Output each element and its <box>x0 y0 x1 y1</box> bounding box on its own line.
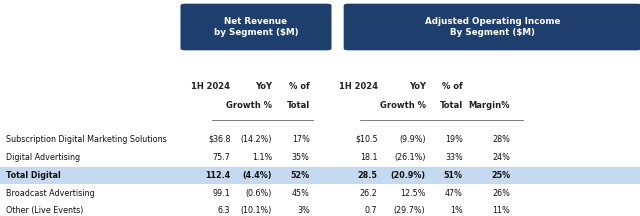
Text: 18.1: 18.1 <box>360 153 378 162</box>
Text: Other (Live Events): Other (Live Events) <box>6 206 84 215</box>
Text: 99.1: 99.1 <box>212 189 230 198</box>
Text: (0.6%): (0.6%) <box>246 189 272 198</box>
FancyBboxPatch shape <box>0 167 640 184</box>
Text: 47%: 47% <box>445 189 463 198</box>
Text: YoY: YoY <box>408 82 426 91</box>
Text: 11%: 11% <box>492 206 510 215</box>
Text: 26.2: 26.2 <box>360 189 378 198</box>
Text: Subscription Digital Marketing Solutions: Subscription Digital Marketing Solutions <box>6 135 167 144</box>
Text: 28.5: 28.5 <box>358 171 378 180</box>
Text: 17%: 17% <box>292 135 310 144</box>
Text: 35%: 35% <box>292 153 310 162</box>
Text: $10.5: $10.5 <box>355 135 378 144</box>
Text: 1%: 1% <box>450 206 463 215</box>
Text: 28%: 28% <box>492 135 510 144</box>
Text: Net Revenue
by Segment ($M): Net Revenue by Segment ($M) <box>214 17 298 37</box>
Text: 19%: 19% <box>445 135 463 144</box>
Text: 112.4: 112.4 <box>205 171 230 180</box>
Text: 1H 2024: 1H 2024 <box>191 82 230 91</box>
FancyBboxPatch shape <box>180 4 332 50</box>
Text: Digital Advertising: Digital Advertising <box>6 153 81 162</box>
Text: 1H 2024: 1H 2024 <box>339 82 378 91</box>
Text: 52%: 52% <box>291 171 310 180</box>
Text: YoY: YoY <box>255 82 272 91</box>
Text: 51%: 51% <box>444 171 463 180</box>
Text: (10.1%): (10.1%) <box>241 206 272 215</box>
Text: % of: % of <box>442 82 463 91</box>
Text: Total Digital: Total Digital <box>6 171 61 180</box>
Text: 1.1%: 1.1% <box>252 153 272 162</box>
Text: (29.7%): (29.7%) <box>394 206 426 215</box>
Text: Broadcast Advertising: Broadcast Advertising <box>6 189 95 198</box>
Text: Adjusted Operating Income
By Segment ($M): Adjusted Operating Income By Segment ($M… <box>425 17 561 37</box>
Text: Growth %: Growth % <box>380 101 426 110</box>
Text: (26.1%): (26.1%) <box>394 153 426 162</box>
Text: 45%: 45% <box>292 189 310 198</box>
Text: Total: Total <box>287 101 310 110</box>
Text: % of: % of <box>289 82 310 91</box>
Text: 33%: 33% <box>445 153 463 162</box>
Text: 75.7: 75.7 <box>212 153 230 162</box>
Text: 3%: 3% <box>297 206 310 215</box>
Text: Total: Total <box>440 101 463 110</box>
Text: $36.8: $36.8 <box>208 135 230 144</box>
Text: 6.3: 6.3 <box>218 206 230 215</box>
Text: (4.4%): (4.4%) <box>243 171 272 180</box>
Text: 25%: 25% <box>491 171 510 180</box>
Text: 0.7: 0.7 <box>365 206 378 215</box>
Text: 12.5%: 12.5% <box>400 189 426 198</box>
Text: 26%: 26% <box>492 189 510 198</box>
Text: (14.2%): (14.2%) <box>241 135 272 144</box>
Text: Margin%: Margin% <box>468 101 510 110</box>
Text: (20.9%): (20.9%) <box>390 171 426 180</box>
FancyBboxPatch shape <box>344 4 640 50</box>
Text: Growth %: Growth % <box>226 101 272 110</box>
Text: 24%: 24% <box>492 153 510 162</box>
Text: (9.9%): (9.9%) <box>399 135 426 144</box>
